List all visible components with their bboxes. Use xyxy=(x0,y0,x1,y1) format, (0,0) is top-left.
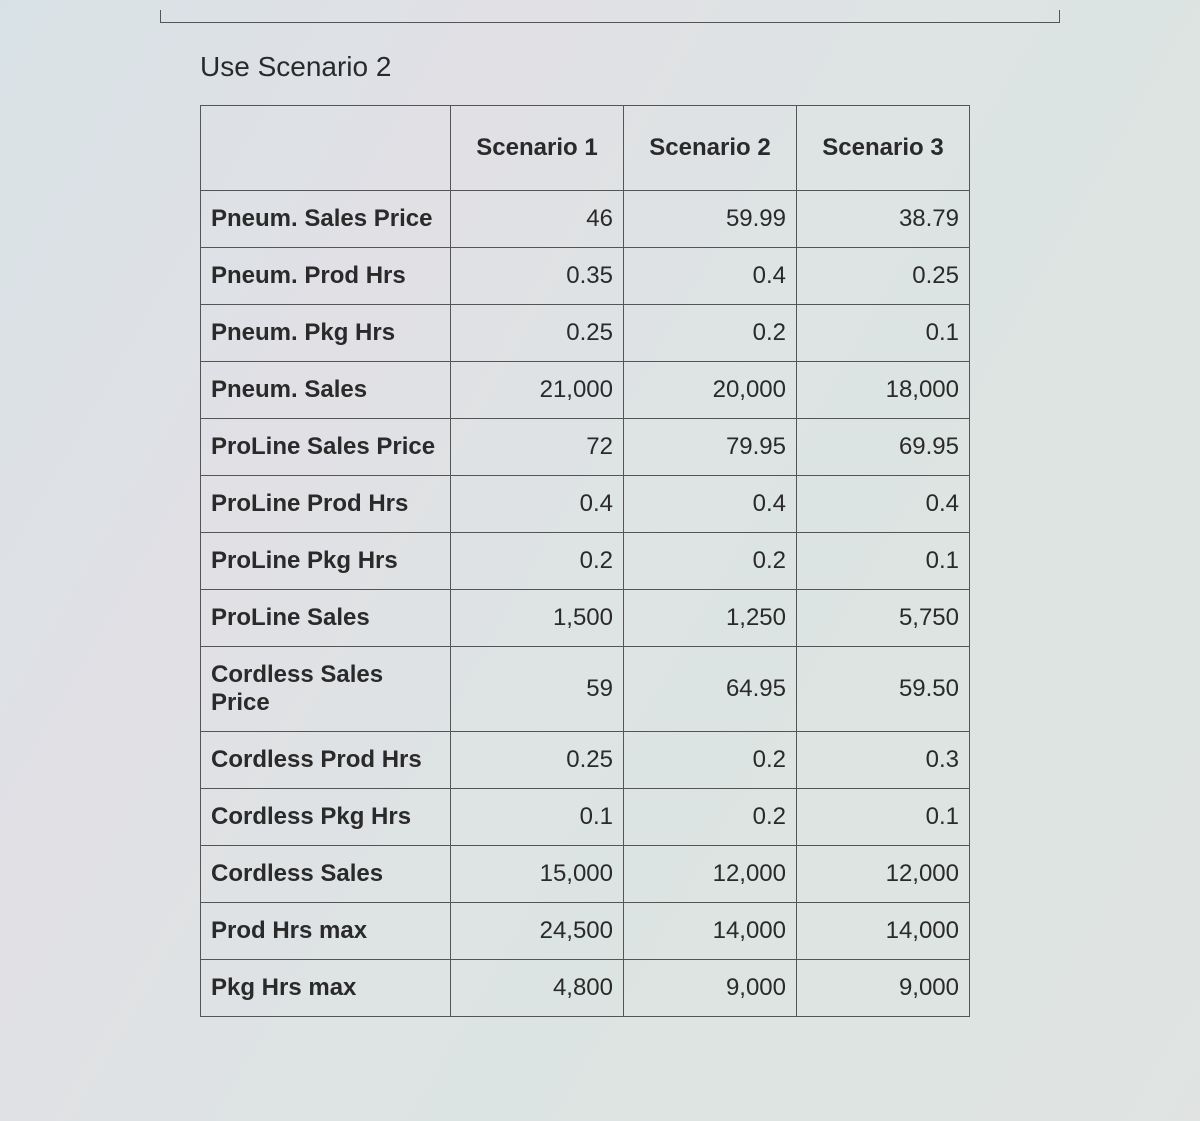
cell-value: 46 xyxy=(451,191,624,248)
cell-value: 0.2 xyxy=(624,305,797,362)
table-row: Pneum. Prod Hrs0.350.40.25 xyxy=(201,248,970,305)
cell-value: 15,000 xyxy=(451,846,624,903)
table-row: Cordless Sales15,00012,00012,000 xyxy=(201,846,970,903)
cell-value: 24,500 xyxy=(451,903,624,960)
cell-value: 0.1 xyxy=(797,305,970,362)
row-label: Pneum. Pkg Hrs xyxy=(201,305,451,362)
cell-value: 69.95 xyxy=(797,419,970,476)
cell-value: 0.4 xyxy=(624,476,797,533)
page: Use Scenario 2 Scenario 1 Scenario 2 Sce… xyxy=(0,0,1200,1121)
cell-value: 64.95 xyxy=(624,647,797,732)
cell-value: 0.2 xyxy=(624,533,797,590)
cell-value: 59.50 xyxy=(797,647,970,732)
row-label: Cordless Pkg Hrs xyxy=(201,789,451,846)
table-row: Pneum. Sales21,00020,00018,000 xyxy=(201,362,970,419)
col-header-3: Scenario 3 xyxy=(797,106,970,191)
cell-value: 0.35 xyxy=(451,248,624,305)
cell-value: 1,250 xyxy=(624,590,797,647)
table-row: Pneum. Sales Price4659.9938.79 xyxy=(201,191,970,248)
table-row: Prod Hrs max24,50014,00014,000 xyxy=(201,903,970,960)
cell-value: 20,000 xyxy=(624,362,797,419)
page-heading: Use Scenario 2 xyxy=(200,51,1200,83)
table-row: ProLine Sales1,5001,2505,750 xyxy=(201,590,970,647)
cell-value: 0.1 xyxy=(451,789,624,846)
row-label: ProLine Sales xyxy=(201,590,451,647)
cell-value: 0.4 xyxy=(797,476,970,533)
cell-value: 12,000 xyxy=(624,846,797,903)
cell-value: 0.4 xyxy=(624,248,797,305)
table-row: ProLine Prod Hrs0.40.40.4 xyxy=(201,476,970,533)
row-label: ProLine Prod Hrs xyxy=(201,476,451,533)
table-row: Cordless Pkg Hrs0.10.20.1 xyxy=(201,789,970,846)
cell-value: 21,000 xyxy=(451,362,624,419)
cell-value: 14,000 xyxy=(797,903,970,960)
cell-value: 0.1 xyxy=(797,789,970,846)
cell-value: 0.3 xyxy=(797,732,970,789)
row-label: ProLine Sales Price xyxy=(201,419,451,476)
row-label: Prod Hrs max xyxy=(201,903,451,960)
row-label: Cordless Sales xyxy=(201,846,451,903)
cell-value: 0.25 xyxy=(797,248,970,305)
row-label: Pneum. Sales Price xyxy=(201,191,451,248)
cell-value: 0.25 xyxy=(451,732,624,789)
table-row: ProLine Sales Price7279.9569.95 xyxy=(201,419,970,476)
cell-value: 0.4 xyxy=(451,476,624,533)
table-row: Cordless Sales Price5964.9559.50 xyxy=(201,647,970,732)
cell-value: 9,000 xyxy=(624,960,797,1017)
row-label: Pkg Hrs max xyxy=(201,960,451,1017)
cell-value: 0.2 xyxy=(451,533,624,590)
cell-value: 59 xyxy=(451,647,624,732)
table-row: Pneum. Pkg Hrs0.250.20.1 xyxy=(201,305,970,362)
cell-value: 9,000 xyxy=(797,960,970,1017)
cell-value: 0.2 xyxy=(624,732,797,789)
cell-value: 14,000 xyxy=(624,903,797,960)
cell-value: 0.25 xyxy=(451,305,624,362)
row-label: ProLine Pkg Hrs xyxy=(201,533,451,590)
cell-value: 79.95 xyxy=(624,419,797,476)
cell-value: 0.2 xyxy=(624,789,797,846)
row-label: Pneum. Sales xyxy=(201,362,451,419)
top-box-fragment xyxy=(160,10,1060,23)
header-empty xyxy=(201,106,451,191)
row-label: Cordless Sales Price xyxy=(201,647,451,732)
table-row: Cordless Prod Hrs0.250.20.3 xyxy=(201,732,970,789)
col-header-1: Scenario 1 xyxy=(451,106,624,191)
cell-value: 12,000 xyxy=(797,846,970,903)
cell-value: 0.1 xyxy=(797,533,970,590)
row-label: Cordless Prod Hrs xyxy=(201,732,451,789)
table-row: Pkg Hrs max4,8009,0009,000 xyxy=(201,960,970,1017)
table-row: ProLine Pkg Hrs0.20.20.1 xyxy=(201,533,970,590)
cell-value: 4,800 xyxy=(451,960,624,1017)
cell-value: 59.99 xyxy=(624,191,797,248)
col-header-2: Scenario 2 xyxy=(624,106,797,191)
table-header-row: Scenario 1 Scenario 2 Scenario 3 xyxy=(201,106,970,191)
cell-value: 38.79 xyxy=(797,191,970,248)
cell-value: 18,000 xyxy=(797,362,970,419)
cell-value: 72 xyxy=(451,419,624,476)
cell-value: 1,500 xyxy=(451,590,624,647)
cell-value: 5,750 xyxy=(797,590,970,647)
row-label: Pneum. Prod Hrs xyxy=(201,248,451,305)
scenario-table: Scenario 1 Scenario 2 Scenario 3 Pneum. … xyxy=(200,105,970,1017)
